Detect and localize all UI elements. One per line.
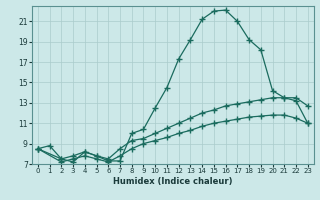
- X-axis label: Humidex (Indice chaleur): Humidex (Indice chaleur): [113, 177, 233, 186]
